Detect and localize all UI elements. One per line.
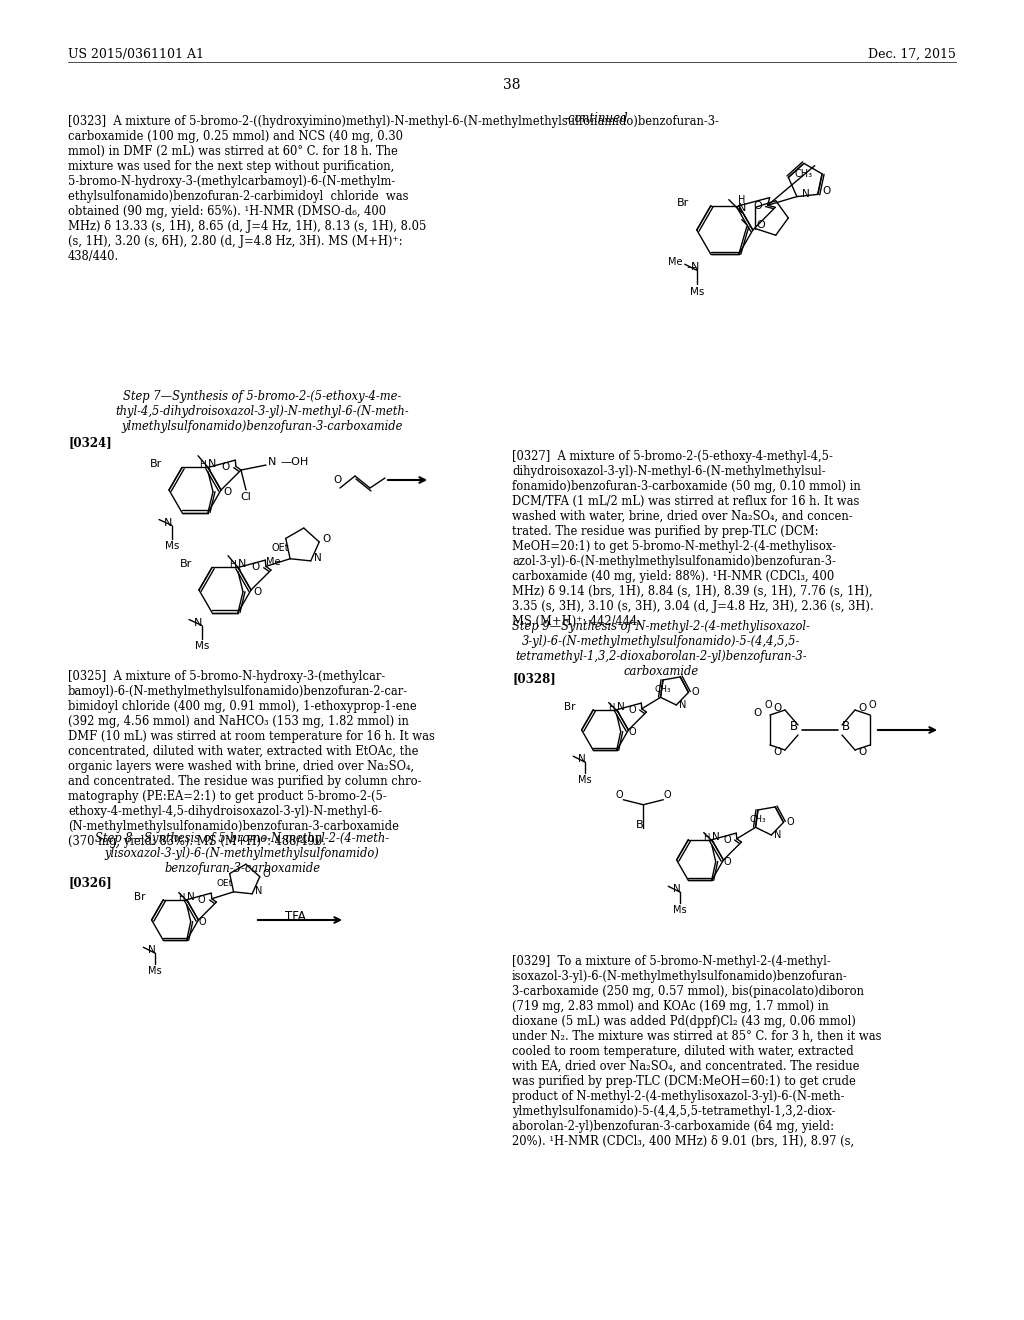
Text: O: O (629, 726, 636, 737)
Text: N: N (673, 884, 680, 894)
Text: Br: Br (150, 459, 162, 470)
Text: O: O (868, 700, 876, 710)
Text: —OH: —OH (280, 457, 308, 467)
Text: B: B (636, 820, 643, 830)
Text: N: N (255, 886, 262, 896)
Text: [0325]  A mixture of 5-bromo-N-hydroxy-3-(methylcar-
bamoyl)-6-(N-methylmethylsu: [0325] A mixture of 5-bromo-N-hydroxy-3-… (68, 671, 435, 847)
Text: N: N (679, 700, 687, 710)
Text: B: B (790, 721, 798, 734)
Text: Br: Br (564, 702, 575, 711)
Text: Ms: Ms (579, 775, 592, 785)
Text: US 2015/0361101 A1: US 2015/0361101 A1 (68, 48, 204, 61)
Text: O: O (615, 789, 624, 800)
Text: O: O (253, 586, 261, 597)
Text: O: O (764, 700, 772, 710)
Text: O: O (724, 857, 731, 866)
Text: Ms: Ms (165, 540, 179, 550)
Text: N: N (578, 754, 586, 764)
Text: H: H (703, 833, 710, 842)
Text: H: H (178, 892, 184, 902)
Text: N: N (712, 832, 720, 842)
Text: N: N (194, 618, 202, 627)
Text: Me: Me (669, 257, 683, 267)
Text: [0327]  A mixture of 5-bromo-2-(5-ethoxy-4-methyl-4,5-
dihydroisoxazol-3-yl)-N-m: [0327] A mixture of 5-bromo-2-(5-ethoxy-… (512, 450, 873, 628)
Text: Ms: Ms (689, 288, 703, 297)
Text: OEt: OEt (216, 879, 232, 887)
Text: N: N (313, 553, 322, 562)
Text: Ms: Ms (674, 906, 687, 915)
Text: O: O (691, 688, 699, 697)
Text: [0328]: [0328] (512, 672, 556, 685)
Text: O: O (774, 747, 782, 756)
Text: O: O (786, 817, 795, 828)
Text: O: O (334, 475, 342, 484)
Text: O: O (757, 219, 766, 230)
Text: -continued: -continued (565, 112, 629, 125)
Text: TFA: TFA (285, 909, 305, 923)
Text: B: B (842, 721, 850, 734)
Text: 38: 38 (503, 78, 521, 92)
Text: N: N (147, 945, 156, 956)
Text: O: O (664, 789, 671, 800)
Text: CH₃: CH₃ (795, 169, 813, 180)
Text: N: N (186, 891, 195, 902)
Text: O: O (199, 916, 206, 927)
Text: O: O (858, 704, 866, 713)
Text: Br: Br (180, 560, 193, 569)
Text: N: N (616, 701, 625, 711)
Text: N: N (164, 517, 172, 528)
Text: H: H (200, 459, 206, 469)
Text: O: O (629, 705, 636, 715)
Text: Br: Br (134, 892, 145, 902)
Text: O: O (251, 562, 259, 572)
Text: CH₃: CH₃ (750, 814, 766, 824)
Text: N: N (774, 830, 781, 840)
Text: Br: Br (677, 198, 689, 207)
Text: Cl: Cl (241, 492, 252, 502)
Text: O: O (822, 186, 831, 197)
Text: O: O (753, 201, 762, 211)
Text: H: H (738, 194, 745, 205)
Text: Ms: Ms (148, 966, 162, 977)
Text: N: N (268, 457, 276, 467)
Text: O: O (858, 747, 866, 756)
Text: O: O (263, 869, 270, 879)
Text: N: N (802, 189, 810, 198)
Text: O: O (774, 704, 782, 713)
Text: N: N (238, 558, 247, 569)
Text: N: N (737, 203, 746, 213)
Text: Step 7—Synthesis of 5-bromo-2-(5-ethoxy-4-me-
thyl-4,5-dihydroisoxazol-3-yl)-N-m: Step 7—Synthesis of 5-bromo-2-(5-ethoxy-… (115, 389, 409, 433)
Text: Ms: Ms (195, 640, 209, 651)
Text: [0324]: [0324] (68, 436, 112, 449)
Text: Step 8—Synthesis of 5-bromo-N-methyl-2-(4-meth-
ylisoxazol-3-yl)-6-(N-methylmeth: Step 8—Synthesis of 5-bromo-N-methyl-2-(… (95, 832, 389, 875)
Text: H: H (229, 560, 236, 569)
Text: N: N (208, 459, 216, 469)
Text: H: H (608, 702, 614, 711)
Text: Me: Me (265, 557, 281, 566)
Text: —: — (681, 263, 696, 272)
Text: N: N (690, 263, 698, 272)
Text: [0329]  To a mixture of 5-bromo-N-methyl-2-(4-methyl-
isoxazol-3-yl)-6-(N-methyl: [0329] To a mixture of 5-bromo-N-methyl-… (512, 954, 882, 1148)
Text: OEt: OEt (272, 544, 290, 553)
Text: O: O (754, 708, 762, 718)
Text: O: O (724, 836, 731, 845)
Text: CH₃: CH₃ (654, 685, 672, 694)
Text: Dec. 17, 2015: Dec. 17, 2015 (868, 48, 956, 61)
Text: O: O (221, 462, 229, 473)
Text: [0326]: [0326] (68, 876, 112, 888)
Text: Step 9—Synthesis of N-methyl-2-(4-methylisoxazol-
3-yl)-6-(N-methylmethylsulfona: Step 9—Synthesis of N-methyl-2-(4-methyl… (512, 620, 810, 678)
Text: [0323]  A mixture of 5-bromo-2-((hydroxyimino)methyl)-N-methyl-6-(N-methylmethyl: [0323] A mixture of 5-bromo-2-((hydroxyi… (68, 115, 719, 263)
Text: O: O (198, 895, 205, 906)
Text: O: O (223, 487, 231, 496)
Text: O: O (323, 533, 331, 544)
